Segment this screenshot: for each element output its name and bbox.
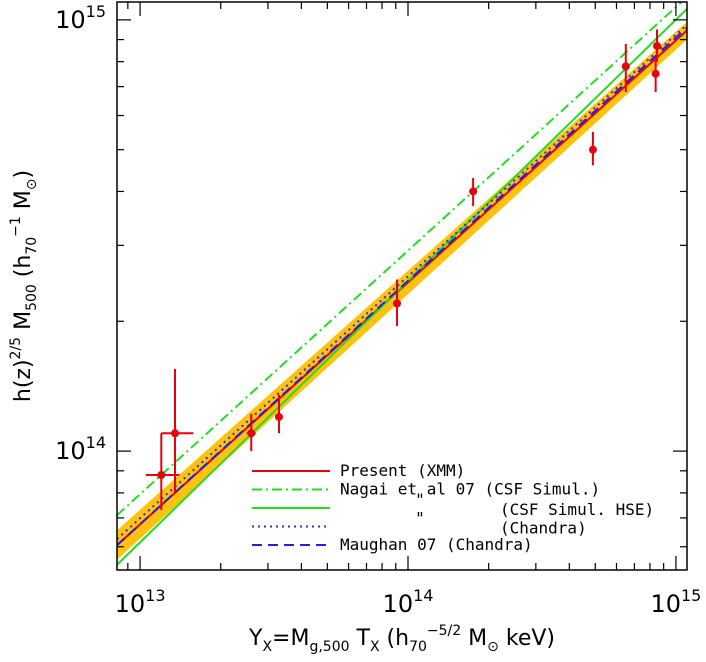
- legend-ditto: ": [415, 490, 425, 509]
- legend-entry: Nagai et al 07 (CSF Simul.): [252, 480, 600, 499]
- x-label-part: T: [350, 626, 371, 651]
- y-label-part: ): [11, 170, 36, 179]
- relation-line-5: [117, 26, 687, 546]
- x-tick-base: 10: [650, 590, 681, 618]
- y-label-sub: ⊙: [24, 178, 40, 190]
- data-point: [469, 177, 478, 207]
- data-point-marker: [651, 69, 660, 78]
- data-point: [246, 413, 256, 452]
- y-label-part: M: [11, 311, 36, 337]
- y-label-sub: 500: [24, 284, 40, 311]
- data-point: [161, 369, 194, 493]
- data-point-marker: [393, 299, 402, 308]
- y-label-sub: 70: [24, 237, 40, 255]
- x-label-part: M: [461, 626, 487, 651]
- x-tick-exp: 15: [681, 586, 701, 605]
- data-point-marker: [157, 471, 166, 480]
- legend-ditto: ": [415, 509, 425, 528]
- x-label-part: Y: [248, 626, 263, 651]
- x-label-part: (h: [380, 626, 410, 651]
- legend-label: (Chandra): [500, 519, 587, 538]
- x-tick-base: 10: [115, 590, 146, 618]
- x-label-sub: g,500: [309, 639, 349, 655]
- y-tick-exp: 15: [86, 2, 106, 21]
- data-point-marker: [621, 62, 630, 71]
- x-label-part: keV): [499, 626, 555, 651]
- data-point-marker: [247, 429, 256, 438]
- x-tick-label: 1015: [650, 586, 701, 618]
- y-label-part: h(z): [11, 359, 36, 402]
- data-point-marker: [275, 412, 284, 421]
- data-point: [275, 394, 284, 434]
- data-point-marker: [469, 187, 478, 196]
- x-label-sub: X: [370, 639, 380, 655]
- legend-entry: Maughan 07 (Chandra): [252, 535, 533, 554]
- data-point-marker: [653, 41, 662, 50]
- y-label-sup: 2/5: [8, 337, 24, 360]
- data-point-marker: [588, 145, 597, 154]
- y-tick-label: 1015: [55, 2, 106, 34]
- relation-line-4: [117, 23, 687, 540]
- legend-label: Present (XMM): [340, 461, 465, 480]
- x-tick-label: 1013: [115, 586, 166, 618]
- legend-label: Maughan 07 (Chandra): [340, 535, 533, 554]
- y-label-part: (h: [11, 255, 36, 285]
- x-label-sup: −5/2: [427, 623, 461, 639]
- axis-ticks-layer: [117, 2, 687, 570]
- x-tick-label: 1014: [383, 586, 434, 618]
- x-label-sub: 70: [409, 639, 427, 655]
- y-label-part: M: [11, 190, 36, 216]
- y-label-sup: −1: [8, 216, 24, 237]
- data-point: [393, 279, 402, 327]
- data-point: [653, 29, 662, 62]
- y-tick-base: 10: [55, 437, 86, 465]
- data-point: [145, 433, 180, 511]
- x-tick-exp: 13: [145, 586, 165, 605]
- relation-line-2: [117, 2, 683, 516]
- legend-label: (CSF Simul. HSE): [500, 500, 654, 519]
- legend-entry: Present (XMM): [252, 461, 465, 480]
- y-tick-base: 10: [55, 6, 86, 34]
- x-tick-exp: 14: [413, 586, 433, 605]
- x-label-part: =M: [272, 626, 309, 651]
- x-label-sub: X: [262, 639, 272, 655]
- x-label-sub: ⊙: [487, 639, 499, 655]
- relation-lines-layer: [117, 2, 687, 566]
- x-tick-base: 10: [383, 590, 414, 618]
- y-axis-label: h(z)2/5 M500 (h70−1 M⊙): [8, 170, 40, 402]
- data-points-layer: [145, 29, 662, 511]
- data-point-marker: [171, 429, 180, 438]
- plot-frame: [116, 1, 688, 571]
- legend-entry: " (CSF Simul. HSE): [252, 490, 654, 519]
- data-point: [588, 131, 597, 166]
- legend-entry: " (Chandra): [252, 509, 587, 538]
- legend: Present (XMM)Nagai et al 07 (CSF Simul.)…: [252, 461, 654, 554]
- y-tick-exp: 14: [86, 433, 106, 452]
- y-tick-label: 1014: [55, 433, 106, 465]
- x-axis-label: YX=Mg,500 TX (h70−5/2 M⊙ keV): [248, 623, 555, 655]
- data-point: [651, 57, 660, 93]
- data-point: [621, 43, 630, 93]
- legend-label: Nagai et al 07 (CSF Simul.): [340, 480, 600, 499]
